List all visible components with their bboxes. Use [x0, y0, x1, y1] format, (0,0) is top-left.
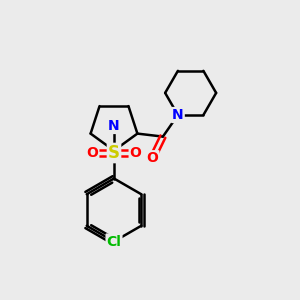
- Text: N: N: [172, 108, 184, 122]
- Text: O: O: [86, 146, 98, 160]
- Text: O: O: [146, 151, 158, 165]
- Text: Cl: Cl: [106, 235, 122, 248]
- Text: S: S: [108, 144, 120, 162]
- Text: N: N: [108, 119, 120, 133]
- Text: O: O: [130, 146, 142, 160]
